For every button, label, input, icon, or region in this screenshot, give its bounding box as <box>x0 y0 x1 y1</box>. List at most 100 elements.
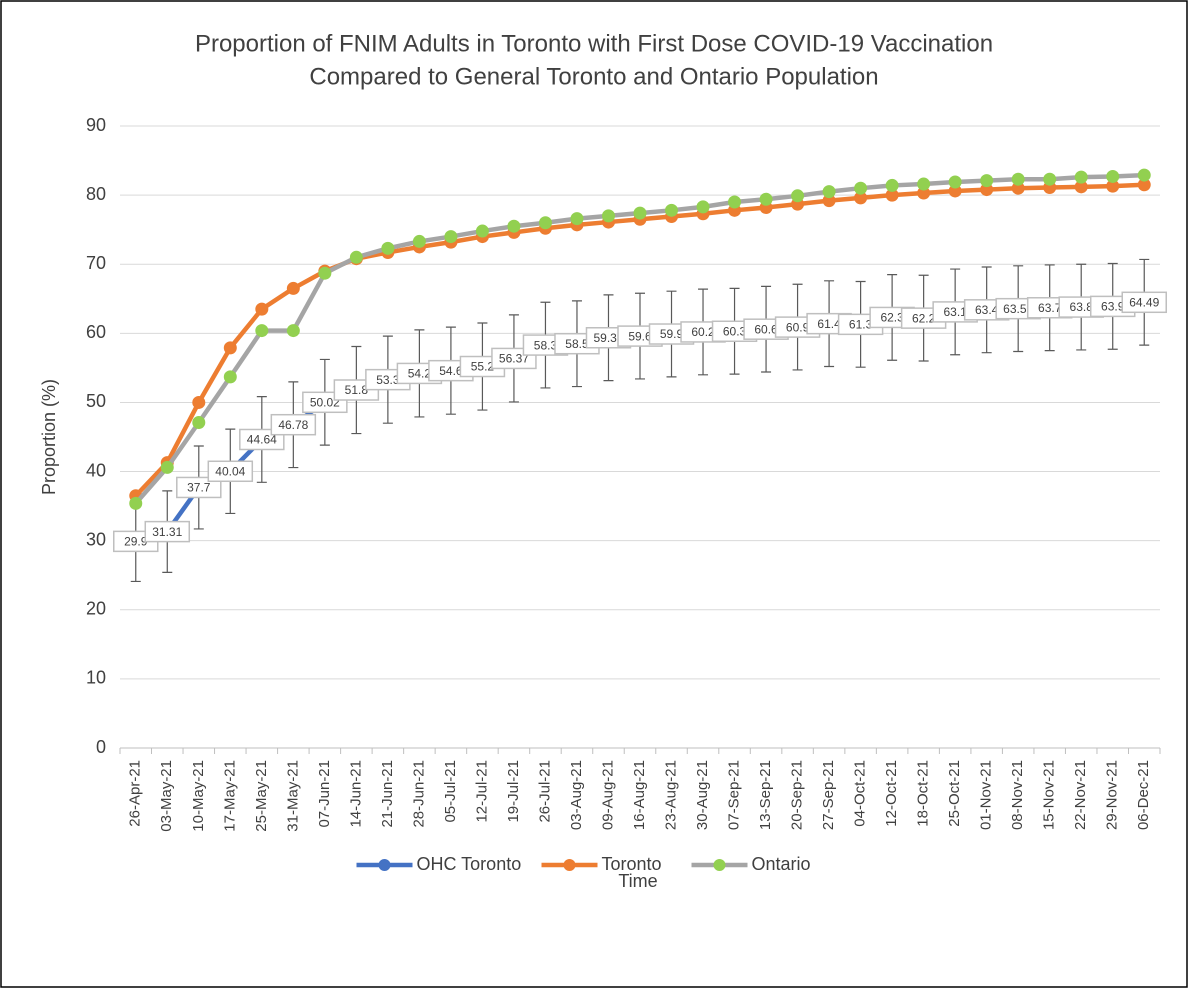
data-point <box>822 185 836 199</box>
data-point <box>885 178 899 192</box>
x-tick-label: 29-Nov-21 <box>1104 760 1121 830</box>
data-label-text: 60.6 <box>754 322 778 336</box>
data-label-text: 37.7 <box>187 481 211 495</box>
x-tick-label: 12-Oct-21 <box>883 760 900 827</box>
data-label-text: 59.36 <box>593 331 623 345</box>
data-point <box>412 234 426 248</box>
x-tick-label: 12-Jul-21 <box>473 760 490 823</box>
data-label-box <box>1121 291 1167 314</box>
x-tick-label: 27-Sep-21 <box>820 760 837 830</box>
x-tick-label: 13-Sep-21 <box>757 760 774 830</box>
data-point <box>507 219 521 233</box>
y-tick-label: 60 <box>86 322 106 342</box>
data-label-text: 63.9 <box>1101 300 1125 314</box>
y-tick-label: 30 <box>86 529 106 549</box>
x-tick-label: 23-Aug-21 <box>662 760 679 830</box>
data-label-text: 54.2 <box>408 367 432 381</box>
x-tick-label: 18-Oct-21 <box>915 760 932 827</box>
data-label-text: 29.9 <box>124 535 148 549</box>
x-tick-label: 10-May-21 <box>190 760 207 832</box>
x-tick-label: 25-May-21 <box>253 760 270 832</box>
data-label-text: 59.6 <box>628 329 652 343</box>
legend-label: Ontario <box>752 854 811 874</box>
data-point <box>1106 169 1120 183</box>
data-point <box>917 177 931 191</box>
y-tick-label: 50 <box>86 391 106 411</box>
data-point <box>349 250 363 264</box>
data-label-text: 61.3 <box>849 318 873 332</box>
x-tick-label: 25-Oct-21 <box>946 760 963 827</box>
data-point <box>255 302 269 316</box>
legend-label: OHC Toronto <box>417 854 522 874</box>
legend-label: Toronto <box>602 854 662 874</box>
data-label-text: 59.9 <box>660 327 684 341</box>
x-tick-label: 21-Jun-21 <box>379 760 396 828</box>
data-point <box>1137 168 1151 182</box>
data-label-text: 63.4 <box>975 303 999 317</box>
data-point <box>854 181 868 195</box>
x-tick-label: 26-Apr-21 <box>127 760 144 827</box>
data-point <box>318 266 332 280</box>
data-point <box>570 212 584 226</box>
x-tick-label: 30-Aug-21 <box>694 760 711 830</box>
legend-marker <box>563 859 576 871</box>
data-label-text: 63.57 <box>1003 302 1033 316</box>
data-point <box>696 200 710 214</box>
data-point <box>665 203 679 217</box>
data-label-text: 63.1 <box>943 305 967 319</box>
data-label: 46.78 <box>270 413 317 436</box>
data-point <box>223 370 237 384</box>
data-point <box>255 324 269 338</box>
y-tick-label: 0 <box>96 737 106 757</box>
data-label-text: 55.2 <box>471 360 495 374</box>
data-label-text: 50.02 <box>310 395 340 409</box>
data-label-text: 60.2 <box>691 325 715 339</box>
data-point <box>1043 172 1057 186</box>
data-point <box>286 324 300 338</box>
data-point <box>601 209 615 223</box>
data-label-text: 46.78 <box>278 418 308 432</box>
data-label: 37.7 <box>176 476 222 499</box>
x-tick-label: 20-Sep-21 <box>789 760 806 830</box>
data-label: 31.31 <box>144 520 191 543</box>
x-axis-title: Time <box>618 871 657 891</box>
x-tick-label: 03-May-21 <box>158 760 175 832</box>
x-tick-label: 17-May-21 <box>221 760 238 832</box>
data-label: 40.04 <box>207 460 254 483</box>
x-tick-label: 08-Nov-21 <box>1009 760 1026 830</box>
x-tick-label: 28-Jun-21 <box>410 760 427 828</box>
legend-marker <box>713 859 726 871</box>
data-label-text: 44.64 <box>247 433 277 447</box>
data-point <box>160 460 174 474</box>
data-point <box>475 224 489 238</box>
y-axis-title: Proportion (%) <box>39 379 59 495</box>
x-tick-label: 22-Nov-21 <box>1072 760 1089 830</box>
chart-title: Compared to General Toronto and Ontario … <box>309 63 878 90</box>
data-label-text: 56.37 <box>499 352 529 366</box>
legend-marker <box>378 859 391 871</box>
data-point <box>286 281 300 295</box>
data-point <box>223 341 237 355</box>
x-tick-label: 01-Nov-21 <box>978 760 995 830</box>
data-label-text: 63.7 <box>1038 301 1062 315</box>
x-tick-label: 04-Oct-21 <box>852 760 869 827</box>
x-tick-label: 19-Jul-21 <box>505 760 522 823</box>
data-label-text: 60.3 <box>723 324 747 338</box>
data-point <box>948 175 962 189</box>
data-label-text: 60.9 <box>786 320 810 334</box>
x-tick-label: 05-Jul-21 <box>442 760 459 823</box>
data-label-text: 53.3 <box>376 373 400 387</box>
data-label-text: 62.2 <box>912 311 936 325</box>
data-label-text: 61.4 <box>817 317 841 331</box>
data-label-box <box>144 520 191 543</box>
data-label-text: 40.04 <box>215 464 245 478</box>
x-tick-label: 03-Aug-21 <box>568 760 585 830</box>
data-label-text: 51.8 <box>345 383 369 397</box>
data-label-text: 58.3 <box>534 338 558 352</box>
data-point <box>192 395 206 409</box>
x-tick-label: 14-Jun-21 <box>347 760 364 828</box>
data-point <box>129 496 143 510</box>
data-label-text: 31.31 <box>152 525 182 539</box>
x-tick-label: 16-Aug-21 <box>631 760 648 830</box>
